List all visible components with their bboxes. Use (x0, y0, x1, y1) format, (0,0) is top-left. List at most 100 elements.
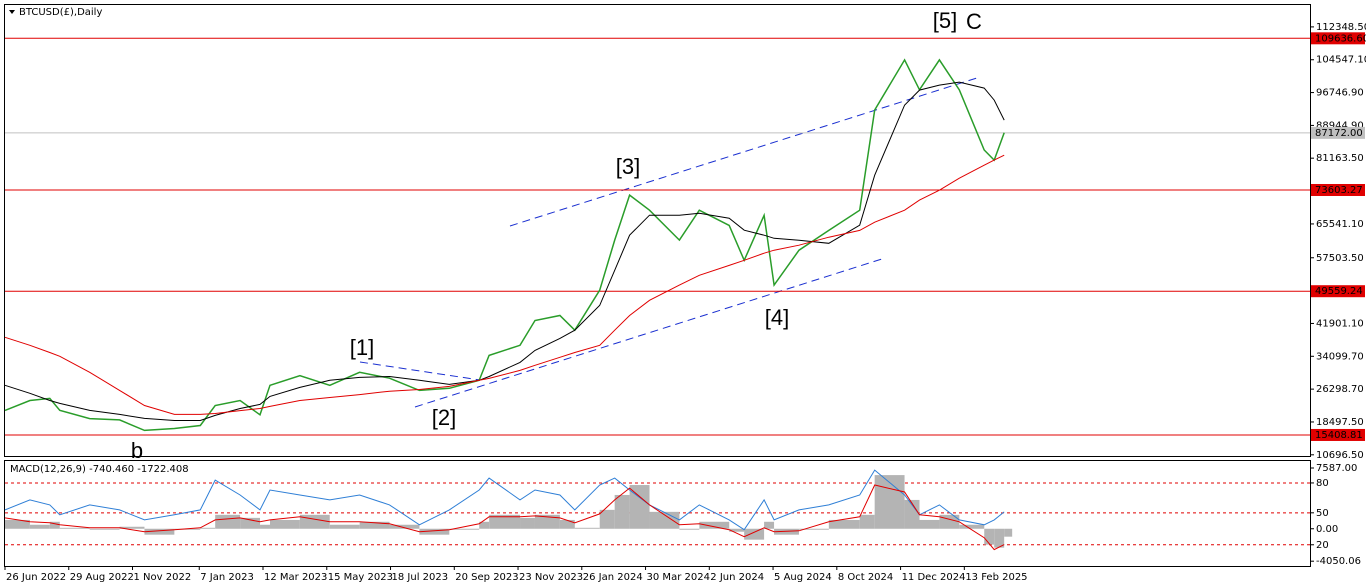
histogram-bar (744, 528, 765, 540)
y-tick-label: 0.00 (1316, 524, 1338, 535)
x-tick-label: 18 Jul 2023 (392, 572, 449, 583)
y-tick-label: 18497.50 (1316, 417, 1364, 428)
level-label-box (1311, 183, 1365, 196)
x-tick-label: 1 Nov 2022 (134, 572, 192, 583)
y-tick-label: 112348.50 (1316, 22, 1366, 33)
histogram-bar (764, 521, 775, 529)
y-tick-label: 80 (1316, 478, 1329, 489)
histogram-bar (419, 528, 450, 535)
wave-label: [5] (933, 8, 957, 33)
y-tick-label: -4050.06 (1316, 556, 1361, 567)
channel-small (359, 361, 481, 381)
x-tick-label: 20 Sep 2023 (455, 572, 518, 583)
histogram-bar (919, 519, 940, 529)
channel-lower (414, 257, 886, 408)
chart-title: BTCUSD(£),Daily (19, 7, 102, 18)
histogram-bar (329, 524, 360, 529)
histogram-bar (629, 485, 650, 529)
x-tick-label: 12 Mar 2023 (264, 572, 327, 583)
histogram-bar (449, 528, 480, 530)
y-tick-label: 88944.90 (1316, 120, 1364, 131)
histogram-bar (260, 524, 270, 529)
histogram-bar (59, 527, 90, 529)
histogram-bar (200, 527, 216, 529)
price-line (4, 154, 1005, 415)
channel-upper (509, 76, 981, 227)
histogram-bar (5, 519, 30, 529)
histogram-bar (614, 494, 630, 529)
histogram-bar (119, 526, 145, 529)
histogram-bar (89, 528, 120, 530)
x-tick-label: 13 Feb 2025 (965, 572, 1027, 583)
y-tick-label: 96746.90 (1316, 88, 1364, 99)
wave-label: [4] (765, 305, 789, 330)
histogram-bar (939, 514, 960, 529)
x-tick-label: 26 Jan 2024 (583, 572, 643, 583)
x-tick-label: 5 Aug 2024 (774, 572, 832, 583)
histogram-bar (699, 521, 730, 529)
wave-label: b (131, 438, 143, 463)
histogram-bar (215, 514, 241, 529)
histogram-bar (1004, 528, 1013, 537)
level-label-box (1311, 428, 1365, 441)
histogram-bar (828, 519, 860, 529)
x-tick-label: 26 Jun 2022 (6, 572, 66, 583)
histogram-bar (534, 514, 560, 529)
histogram-bar (984, 528, 995, 545)
histogram-bar (479, 521, 490, 529)
x-tick-label: 8 Oct 2024 (838, 572, 893, 583)
wave-label: C (966, 9, 982, 34)
macd-line (4, 469, 1005, 531)
x-tick-label: 15 May 2023 (328, 572, 393, 583)
wave-label: [2] (432, 405, 456, 430)
y-tick-label: 20 (1316, 540, 1329, 551)
histogram-bar (269, 519, 300, 529)
x-tick-label: 2 Jun 2024 (710, 572, 764, 583)
histogram-bar (859, 514, 875, 529)
histogram-bar (240, 517, 261, 529)
histogram-bar (994, 528, 1005, 548)
histogram-bar (359, 521, 390, 529)
histogram-bar (904, 499, 920, 529)
histogram-bar (389, 524, 420, 529)
histogram-bar (29, 524, 50, 529)
y-tick-label: 34099.70 (1316, 351, 1364, 362)
histogram-bar (599, 509, 615, 529)
level-label-box (1311, 126, 1365, 139)
y-tick-label: 26298.70 (1316, 384, 1364, 395)
wave-label: [1] (350, 335, 374, 360)
title-arrow (9, 10, 15, 14)
level-label: 73603.27 (1315, 185, 1363, 196)
histogram-bar (679, 528, 700, 530)
y-tick-label: 41901.10 (1316, 318, 1364, 329)
y-tick-label: 81163.50 (1316, 153, 1364, 164)
level-label-box (1311, 32, 1365, 45)
x-tick-label: 23 Nov 2023 (519, 572, 583, 583)
histogram-bar (144, 528, 175, 535)
histogram-bar (959, 524, 985, 529)
price-line (4, 58, 1005, 432)
x-tick-label: 29 Aug 2022 (70, 572, 134, 583)
macd-line (4, 484, 1005, 551)
histogram-bar (798, 528, 829, 530)
level-label-box (1311, 285, 1365, 298)
level-label: 49559.24 (1315, 286, 1363, 297)
y-tick-label: 104547.10 (1316, 55, 1366, 66)
level-label: 87172.00 (1315, 128, 1363, 139)
histogram-bar (489, 514, 521, 529)
histogram-bar (559, 519, 575, 529)
histogram-bar (49, 521, 60, 529)
level-label: 15408.81 (1315, 430, 1363, 441)
main-panel (4, 4, 1311, 457)
x-tick-label: 30 Mar 2024 (647, 572, 710, 583)
histogram-bar (729, 528, 745, 532)
histogram-bar (574, 527, 600, 529)
level-label: 109636.60 (1315, 33, 1366, 44)
macd-title: MACD(12,26,9) -740.460 -1722.408 (10, 464, 189, 475)
x-tick-label: 11 Dec 2024 (902, 572, 966, 583)
y-tick-label: 7587.00 (1316, 463, 1357, 474)
y-tick-label: 57503.50 (1316, 253, 1364, 264)
y-tick-label: 50 (1316, 508, 1329, 519)
